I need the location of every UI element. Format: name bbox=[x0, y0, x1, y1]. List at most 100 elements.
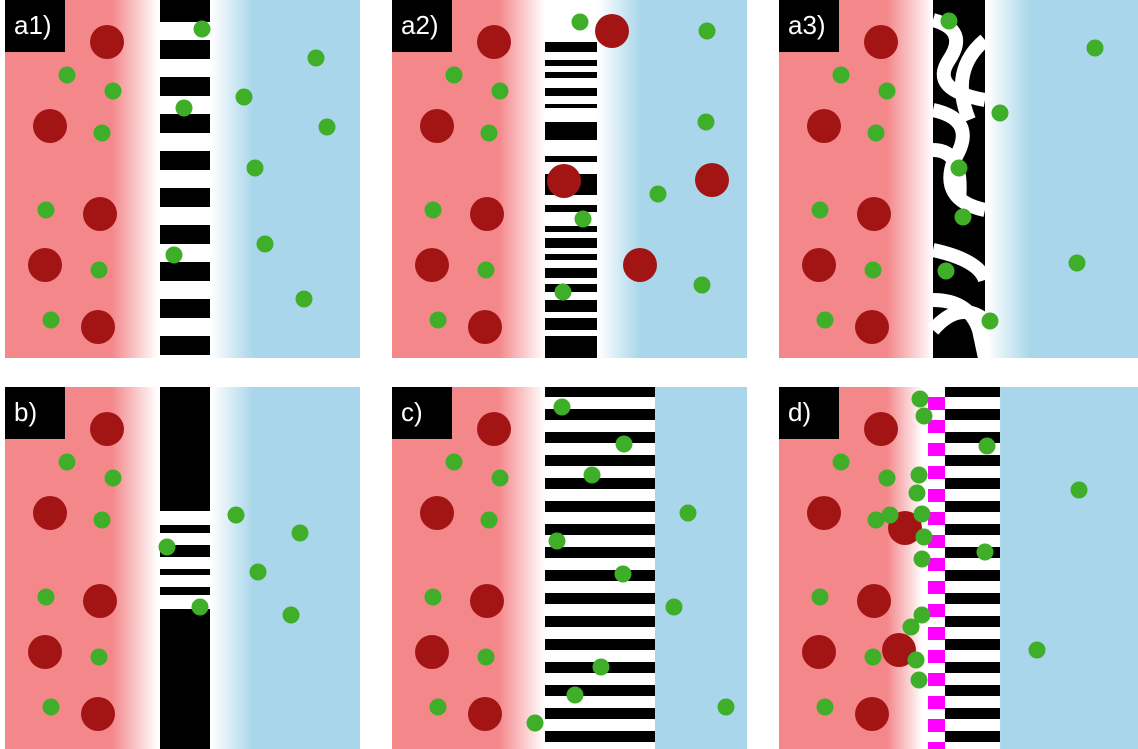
coating-patch bbox=[928, 719, 945, 732]
small-particle bbox=[43, 699, 60, 716]
panel: a2) bbox=[392, 0, 747, 358]
small-particle bbox=[478, 649, 495, 666]
panel: b) bbox=[5, 387, 360, 749]
small-particle bbox=[549, 533, 566, 550]
small-particle bbox=[914, 506, 931, 523]
small-particle bbox=[941, 13, 958, 30]
small-particle bbox=[615, 566, 632, 583]
pore bbox=[160, 318, 210, 336]
large-particle bbox=[83, 197, 117, 231]
coating-patch bbox=[928, 466, 945, 479]
coating-patch bbox=[928, 673, 945, 686]
small-particle bbox=[94, 512, 111, 529]
pore bbox=[160, 575, 210, 587]
pore bbox=[545, 195, 597, 205]
small-particle bbox=[916, 529, 933, 546]
large-particle bbox=[28, 248, 62, 282]
small-particle bbox=[446, 454, 463, 471]
panel-label: a3) bbox=[788, 10, 826, 40]
panel: a3) bbox=[779, 0, 1138, 358]
small-particle bbox=[817, 312, 834, 329]
small-particle bbox=[59, 454, 76, 471]
panel: a1) bbox=[5, 0, 360, 373]
pore bbox=[160, 207, 210, 225]
panel-label: a2) bbox=[401, 10, 439, 40]
small-particle bbox=[868, 125, 885, 142]
small-particle bbox=[593, 659, 610, 676]
small-particle bbox=[982, 313, 999, 330]
pore bbox=[160, 133, 210, 151]
large-particle bbox=[415, 248, 449, 282]
small-particle bbox=[481, 512, 498, 529]
small-particle bbox=[166, 247, 183, 264]
small-particle bbox=[492, 470, 509, 487]
coating-patch bbox=[928, 420, 945, 433]
pore bbox=[160, 557, 210, 569]
pore bbox=[545, 96, 597, 104]
small-particle bbox=[911, 672, 928, 689]
pore bbox=[545, 78, 597, 88]
small-particle bbox=[192, 599, 209, 616]
small-particle bbox=[865, 262, 882, 279]
small-particle bbox=[817, 699, 834, 716]
pore bbox=[545, 52, 597, 60]
small-particle bbox=[584, 467, 601, 484]
pore bbox=[545, 108, 597, 122]
pore bbox=[545, 420, 655, 432]
panel-label: c) bbox=[401, 397, 423, 427]
small-particle bbox=[430, 699, 447, 716]
small-particle bbox=[425, 589, 442, 606]
large-particle bbox=[857, 197, 891, 231]
pore bbox=[545, 627, 655, 639]
small-particle bbox=[650, 186, 667, 203]
coating-patch bbox=[928, 397, 945, 410]
small-particle bbox=[319, 119, 336, 136]
pore bbox=[545, 260, 597, 268]
pore bbox=[545, 248, 597, 254]
small-particle bbox=[812, 202, 829, 219]
coating-patch bbox=[928, 604, 945, 617]
small-particle bbox=[912, 391, 929, 408]
coating-patch bbox=[928, 558, 945, 571]
coating-patch bbox=[928, 512, 945, 525]
small-particle bbox=[492, 83, 509, 100]
small-particle bbox=[938, 263, 955, 280]
small-particle bbox=[228, 507, 245, 524]
large-particle bbox=[857, 584, 891, 618]
coating-patch bbox=[928, 581, 945, 594]
small-particle bbox=[909, 485, 926, 502]
small-particle bbox=[296, 291, 313, 308]
pore bbox=[160, 281, 210, 299]
small-particle bbox=[425, 202, 442, 219]
large-particle bbox=[90, 412, 124, 446]
coating-patch bbox=[928, 742, 945, 749]
large-particle bbox=[695, 163, 729, 197]
large-particle bbox=[28, 635, 62, 669]
small-particle bbox=[1029, 642, 1046, 659]
small-particle bbox=[91, 262, 108, 279]
pore bbox=[160, 59, 210, 77]
large-particle bbox=[415, 635, 449, 669]
pore bbox=[545, 330, 597, 336]
large-particle bbox=[90, 25, 124, 59]
panel-label: b) bbox=[14, 397, 37, 427]
small-particle bbox=[833, 454, 850, 471]
small-particle bbox=[250, 564, 267, 581]
large-particle bbox=[470, 584, 504, 618]
small-particle bbox=[698, 114, 715, 131]
pore bbox=[545, 66, 597, 72]
coating-patch bbox=[928, 650, 945, 663]
small-particle bbox=[478, 262, 495, 279]
large-particle bbox=[807, 109, 841, 143]
small-particle bbox=[194, 21, 211, 38]
small-particle bbox=[481, 125, 498, 142]
small-particle bbox=[59, 67, 76, 84]
small-particle bbox=[833, 67, 850, 84]
large-particle bbox=[33, 496, 67, 530]
small-particle bbox=[159, 539, 176, 556]
pore bbox=[545, 312, 597, 318]
small-particle bbox=[38, 202, 55, 219]
pore bbox=[545, 443, 655, 455]
pore bbox=[545, 696, 655, 708]
large-particle bbox=[83, 584, 117, 618]
